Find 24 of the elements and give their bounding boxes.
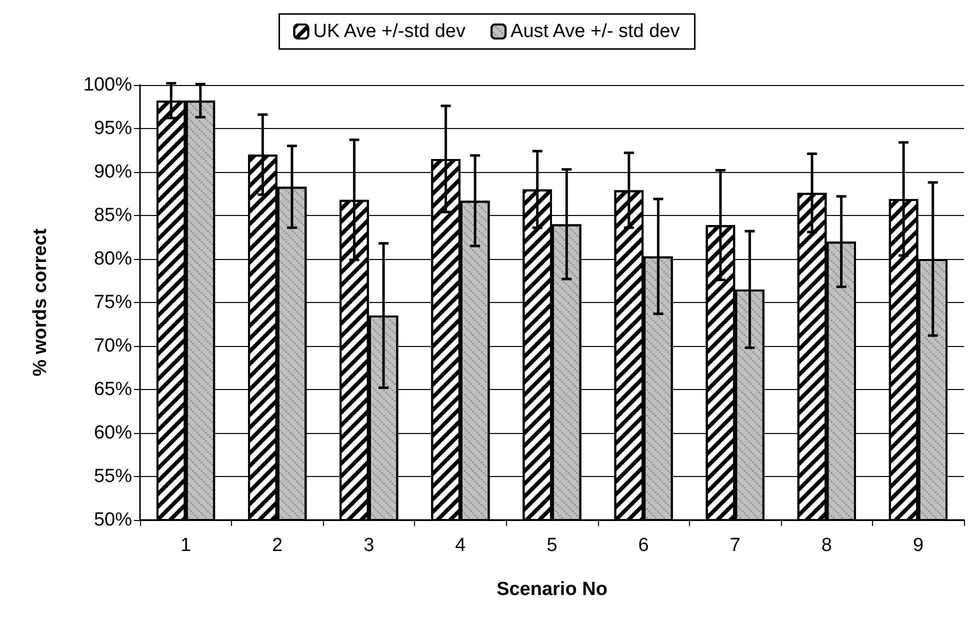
x-tick-label: 4 [455,535,466,556]
legend-label: UK Ave +/-std dev [313,21,466,42]
y-tick-label: 100% [83,74,132,96]
x-tick-label: 6 [638,535,649,556]
y-tick-label: 70% [94,336,132,356]
y-axis-title: % words correct [30,228,51,376]
x-tick-label: 8 [821,535,832,556]
y-tick-label: 60% [94,422,132,444]
y-tick-label: 65% [94,379,132,400]
y-tick-label: 55% [94,466,132,487]
y-tick-label: 85% [94,205,132,226]
y-tick-label: 90% [94,162,132,182]
y-tick-label: 80% [94,248,132,270]
x-axis-title: Scenario No [496,579,608,600]
x-tick-label: 2 [272,535,283,556]
x-tick-label: 3 [364,535,374,556]
x-tick-label: 9 [912,535,924,556]
legend-label: Aust Ave +/- std dev [510,21,680,42]
x-tick-label: 5 [546,535,558,556]
y-tick-label: 50% [94,510,132,530]
x-tick-label: 7 [730,535,740,556]
y-tick-label: 95% [94,118,132,139]
y-tick-label: 75% [94,292,132,313]
x-tick-label: 1 [180,535,192,556]
